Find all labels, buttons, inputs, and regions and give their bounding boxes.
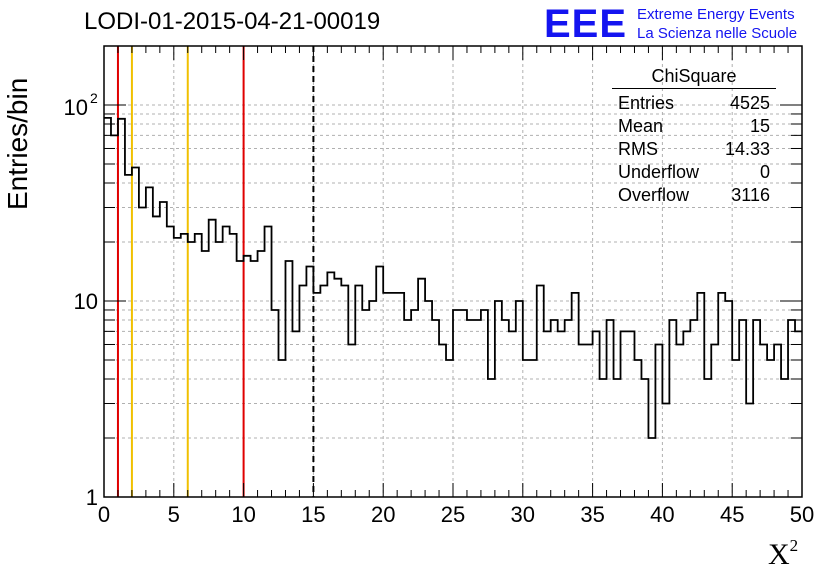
axis-ticks <box>103 45 803 498</box>
x-tick-label: 0 <box>98 502 110 527</box>
stats-label: RMS <box>618 139 658 159</box>
x-tick-label: 20 <box>371 502 395 527</box>
y-axis-label: Entries/bin <box>2 77 33 210</box>
x-tick-label: 30 <box>511 502 535 527</box>
stats-value: 14.33 <box>724 139 770 159</box>
stats-row: Mean 15 <box>612 115 776 138</box>
x-tick-label: 25 <box>441 502 465 527</box>
x-tick-label: 45 <box>720 502 744 527</box>
stats-label: Entries <box>618 93 675 113</box>
stats-label: Mean <box>618 116 664 136</box>
y-tick-label: 1 <box>86 485 98 510</box>
stats-box: ChiSquare Entries 4525 Mean 15 RMS 14.33 Un… <box>612 66 776 207</box>
stats-value: 4525 <box>729 93 770 113</box>
chart-title: LODI-01-2015-04-21-00019 <box>84 8 381 35</box>
logo-line-1: Extreme Energy Events <box>637 6 795 23</box>
eee-logo: EEE <box>544 2 628 46</box>
x-tick-label: 5 <box>168 502 180 527</box>
stats-value: 15 <box>749 116 770 136</box>
y-tick-label: 10 <box>64 95 88 120</box>
logo-line-2: La Scienza nelle Scuole <box>637 25 798 42</box>
stats-row: Entries 4525 <box>612 92 776 115</box>
stats-value: 3116 <box>731 185 770 205</box>
stats-row: Underflow 0 <box>612 161 776 184</box>
stats-label: Underflow <box>618 162 700 182</box>
stats-label: Overflow <box>618 185 690 205</box>
stats-value: 0 <box>759 162 770 182</box>
x-tick-label: 40 <box>650 502 674 527</box>
x-axis-label: X2 <box>768 536 799 571</box>
y-tick-label: 10 <box>74 289 98 314</box>
stats-title: ChiSquare <box>612 66 776 89</box>
x-tick-label: 15 <box>301 502 325 527</box>
x-tick-label: 35 <box>580 502 604 527</box>
histogram-series <box>104 116 802 439</box>
y-tick-label-exponent: 2 <box>90 90 98 106</box>
x-tick-label: 10 <box>231 502 255 527</box>
stats-row: RMS 14.33 <box>612 138 776 161</box>
stats-row: Overflow 3116 <box>612 184 776 207</box>
x-tick-label: 50 <box>790 502 814 527</box>
